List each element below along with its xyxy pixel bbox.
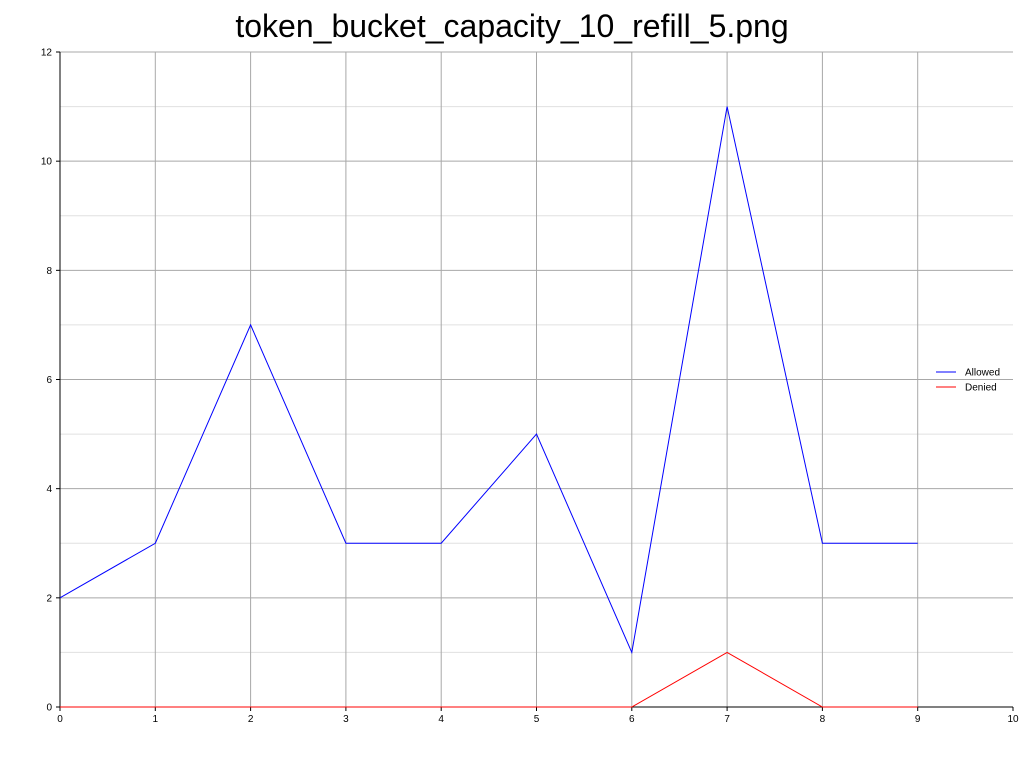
y-tick-label: 12 [41, 48, 53, 59]
y-tick-label: 8 [46, 266, 52, 277]
x-tick-label: 4 [438, 714, 444, 725]
y-tick-label: 6 [46, 375, 52, 386]
x-tick-label: 2 [248, 714, 254, 725]
x-tick-label: 10 [1007, 714, 1019, 725]
y-tick-label: 2 [46, 593, 52, 604]
x-tick-label: 5 [534, 714, 540, 725]
grid-layer [60, 51, 1013, 707]
x-tick-label: 0 [57, 714, 63, 725]
y-tick-label: 4 [46, 484, 52, 495]
legend: Allowed Denied [936, 368, 1000, 394]
x-tick-label: 3 [343, 714, 349, 725]
series-line-allowed [59, 106, 918, 655]
legend-label: Allowed [965, 368, 1000, 379]
x-tick-label: 7 [724, 714, 730, 725]
y-tick-label: 0 [46, 703, 52, 714]
y-tick-label: 10 [41, 157, 53, 168]
x-tick-label: 6 [629, 714, 635, 725]
x-tick-label: 1 [153, 714, 159, 725]
x-tick-label: 9 [915, 714, 921, 725]
series-line-denied [60, 651, 918, 708]
x-tick-label: 8 [820, 714, 826, 725]
legend-label: Denied [965, 383, 997, 394]
series-layer [59, 106, 918, 708]
chart-title: token_bucket_capacity_10_refill_5.png [235, 8, 789, 44]
